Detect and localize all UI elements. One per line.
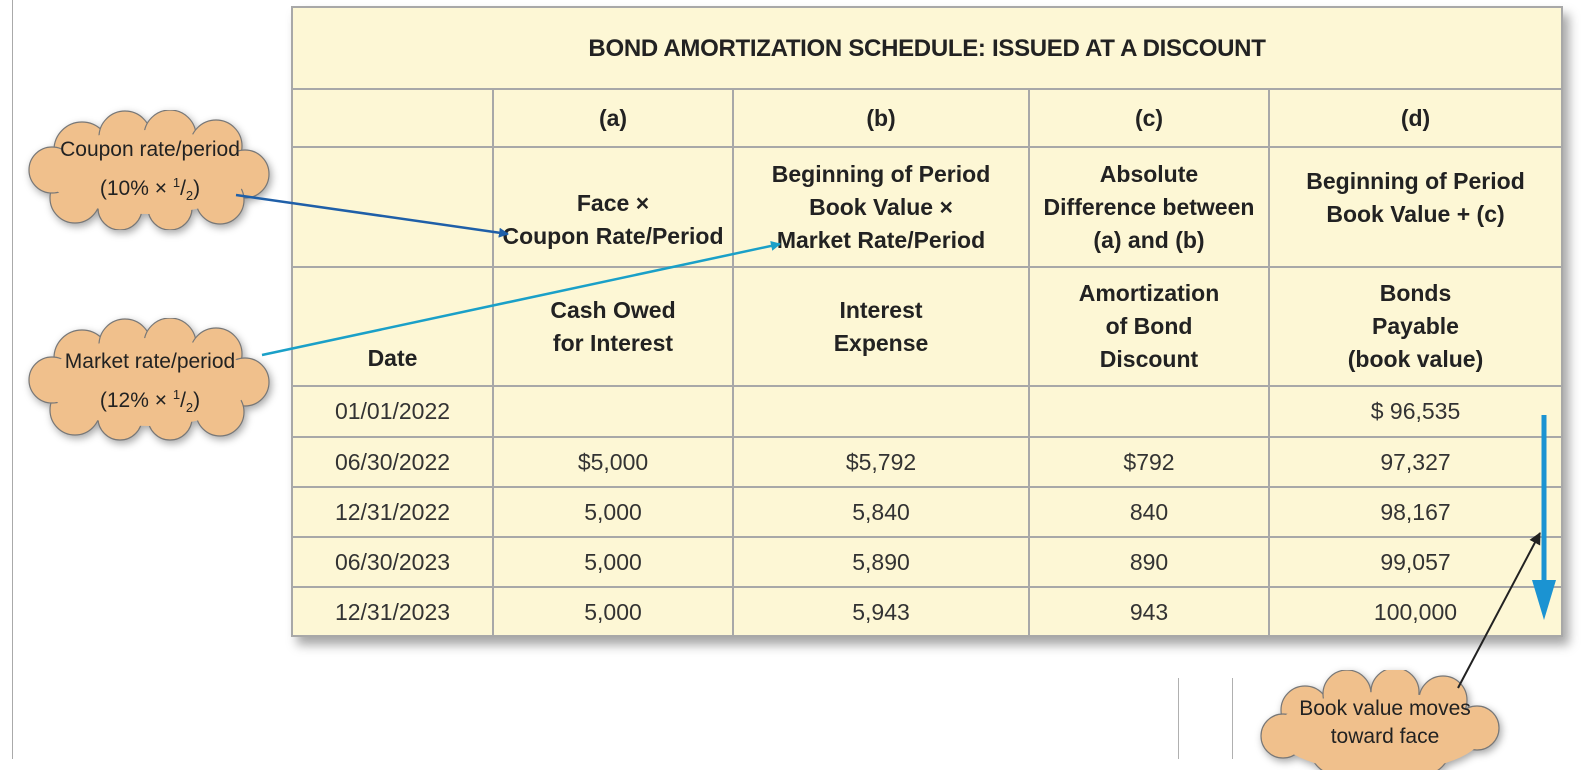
header-line: Interest [839, 296, 923, 323]
coupon-rate-formula: (10% × 1/2) [99, 175, 201, 204]
interest-expense-header: Interest Expense [734, 268, 1028, 385]
column-letter-c: (c) [1134, 104, 1164, 131]
formula-d-line: Beginning of Period [1306, 168, 1525, 194]
column-letter-a: (a) [598, 104, 628, 131]
column-letter-b: (b) [866, 104, 896, 131]
amortization-cell: 840 [1129, 498, 1169, 525]
formula-a: Face × Coupon Rate/Period [494, 156, 732, 266]
book-value-cell: 97,327 [1380, 448, 1451, 475]
fraction-denominator: 2 [185, 188, 194, 204]
date-cell: 12/31/2023 [334, 599, 451, 625]
book-value-label: toward face [1330, 725, 1440, 748]
header-line: Amortization [1078, 280, 1220, 306]
book-value-label: Book value moves [1299, 697, 1471, 720]
formula-b-line: Market Rate/Period [776, 226, 986, 253]
coupon-rate-arrow [235, 193, 509, 238]
market-rate-formula: (12% × 1/2) [99, 387, 201, 416]
date-cell: 06/30/2022 [334, 448, 451, 475]
coupon-rate-callout: Coupon rate/period (10% × 1/2) [40, 138, 260, 206]
date-cell: 01/01/2022 [334, 398, 451, 424]
formula-c-line: Difference between [1043, 193, 1255, 220]
book-value-cell: 99,057 [1380, 548, 1451, 575]
interest-cell: 5,890 [852, 548, 910, 575]
cash-cell: 5,000 [584, 548, 642, 575]
header-line: of Bond [1105, 313, 1193, 339]
table-title: BOND AMORTIZATION SCHEDULE: ISSUED AT A … [588, 34, 1266, 62]
header-line: (book value) [1347, 346, 1484, 372]
formula-b: Beginning of Period Book Value × Market … [734, 148, 1028, 266]
interest-cell: 5,943 [852, 599, 910, 625]
book-value-cell: 100,000 [1373, 599, 1458, 625]
cash-cell: 5,000 [584, 498, 642, 525]
row-divider [293, 436, 1561, 438]
column-divider [732, 88, 734, 637]
formula-c-line: (a) and (b) [1093, 226, 1205, 253]
column-divider [492, 88, 494, 637]
market-rate-callout: Market rate/period (12% × 1/2) [40, 350, 260, 418]
formula-b-line: Book Value × [809, 193, 953, 220]
divider-line [1232, 678, 1233, 759]
formula-b-line: Beginning of Period [771, 160, 991, 187]
bonds-payable-header: Bonds Payable (book value) [1270, 268, 1561, 385]
row-divider [293, 146, 1561, 148]
interest-cell: $5,792 [845, 448, 917, 475]
row-divider [293, 536, 1561, 538]
market-rate-cloud [28, 318, 270, 441]
coupon-rate-label: Coupon rate/period [60, 138, 240, 162]
amortization-schedule-table: BOND AMORTIZATION SCHEDULE: ISSUED AT A … [291, 6, 1563, 637]
row-divider [293, 486, 1561, 488]
formula-d: Beginning of Period Book Value + (c) [1270, 148, 1561, 248]
row-divider [293, 586, 1561, 588]
divider-line [1178, 678, 1179, 759]
fraction-denominator: 2 [185, 400, 194, 416]
cash-cell: $5,000 [577, 448, 649, 475]
times-symbol: × [154, 389, 167, 413]
market-rate-label: Market rate/period [64, 350, 236, 374]
fraction-numerator: 1 [172, 175, 181, 191]
fraction-numerator: 1 [172, 387, 181, 403]
date-header: Date [367, 345, 418, 371]
page-left-rule [12, 0, 13, 759]
date-cell: 06/30/2023 [334, 548, 451, 575]
cash-owed-header: Cash Owed for Interest [494, 268, 732, 385]
amortization-cell: 890 [1129, 548, 1169, 575]
market-rate-arrow [261, 240, 781, 357]
header-line: Bonds [1379, 280, 1452, 306]
interest-cell: 5,840 [852, 498, 910, 525]
column-letter-d: (d) [1400, 104, 1431, 131]
date-cell: 12/31/2022 [334, 498, 451, 525]
amortization-cell: $792 [1123, 448, 1175, 475]
times-symbol: × [154, 177, 167, 201]
formula-c: Absolute Difference between (a) and (b) [1030, 148, 1268, 266]
header-line: Discount [1099, 346, 1199, 372]
header-line: Expense [833, 329, 929, 356]
book-value-down-arrow [1532, 415, 1556, 620]
amortization-cell: 943 [1129, 599, 1169, 625]
column-divider [1028, 88, 1030, 637]
header-line: Payable [1372, 313, 1459, 339]
formula-a-line: Coupon Rate/Period [502, 223, 724, 249]
header-line: for Interest [552, 329, 674, 356]
amortization-header: Amortization of Bond Discount [1030, 268, 1268, 385]
book-value-callout: Book value moves toward face [1275, 695, 1495, 761]
row-divider [293, 88, 1561, 90]
column-divider [1268, 88, 1270, 637]
book-value-pointer-arrow [1457, 532, 1541, 689]
book-value-cell: 98,167 [1380, 498, 1451, 525]
formula-d-line: Book Value + (c) [1326, 201, 1505, 227]
cash-cell: 5,000 [584, 599, 642, 625]
market-rate-percent: 12% [106, 389, 149, 413]
row-divider [293, 266, 1561, 268]
book-value-cell: $ 96,535 [1370, 398, 1461, 424]
row-divider [293, 385, 1561, 387]
coupon-rate-cloud [28, 110, 270, 230]
formula-c-line: Absolute [1099, 160, 1199, 187]
formula-a-line: Face × [576, 190, 650, 216]
header-line: Cash Owed [550, 296, 676, 323]
coupon-rate-percent: 10% [106, 177, 149, 201]
